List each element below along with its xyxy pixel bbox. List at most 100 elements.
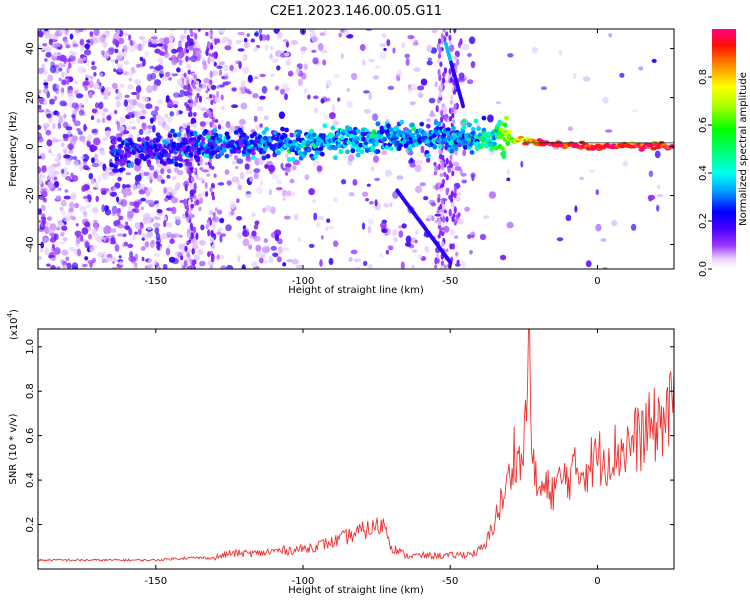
- noise-blob: [348, 192, 355, 197]
- scale-factor-label: (x104): [6, 309, 20, 340]
- noise-blob: [104, 87, 111, 91]
- noise-blob: [85, 198, 89, 203]
- noise-blob: [84, 241, 90, 249]
- noise-blob: [141, 122, 147, 131]
- noise-blob: [333, 197, 338, 202]
- noise-blob: [42, 79, 49, 83]
- noise-blob: [469, 250, 473, 255]
- ridge-point: [463, 145, 468, 150]
- noise-blob: [483, 215, 490, 219]
- noise-blob: [363, 108, 372, 114]
- noise-blob: [585, 260, 592, 268]
- column-blob: [436, 258, 440, 264]
- noise-blob: [166, 174, 171, 179]
- column-blob: [452, 90, 456, 95]
- noise-blob: [84, 87, 88, 91]
- noise-blob: [53, 95, 58, 101]
- noise-blob: [292, 165, 297, 171]
- noise-blob: [565, 214, 572, 221]
- column-blob: [184, 245, 188, 252]
- ridge-point: [194, 142, 199, 148]
- column-blob: [442, 215, 446, 224]
- noise-blob: [171, 176, 177, 181]
- column-blob: [187, 99, 191, 104]
- noise-blob: [101, 204, 105, 213]
- noise-blob: [270, 245, 277, 251]
- ridge-point: [347, 126, 353, 132]
- noise-blob: [56, 111, 60, 117]
- noise-blob: [146, 85, 153, 94]
- column-blob: [209, 121, 213, 128]
- ridge-point: [126, 153, 132, 158]
- noise-blob: [348, 154, 355, 162]
- column-blob: [438, 148, 442, 156]
- noise-blob: [72, 156, 78, 160]
- noise-blob: [320, 49, 328, 54]
- noise-blob: [99, 34, 106, 43]
- ridge-point: [212, 128, 218, 134]
- noise-blob: [93, 137, 101, 146]
- noise-blob: [224, 72, 229, 80]
- column-blob: [189, 111, 193, 117]
- noise-blob: [153, 253, 160, 257]
- ridge-point: [282, 133, 288, 139]
- noise-blob: [85, 167, 91, 171]
- ridge-point: [154, 147, 160, 153]
- noise-blob: [134, 262, 138, 267]
- noise-blob: [60, 142, 65, 147]
- ridge-point: [375, 121, 381, 127]
- noise-blob: [420, 145, 425, 154]
- noise-blob: [434, 213, 442, 217]
- column-blob: [217, 124, 221, 130]
- column-blob: [214, 96, 218, 103]
- noise-blob: [152, 222, 161, 228]
- noise-blob: [71, 262, 79, 269]
- noise-blob: [393, 237, 398, 243]
- noise-blob: [236, 198, 240, 203]
- column-blob: [180, 255, 184, 261]
- noise-blob: [197, 105, 202, 110]
- noise-blob: [146, 265, 152, 269]
- noise-blob: [155, 202, 160, 211]
- noise-blob: [405, 58, 410, 66]
- noise-blob: [83, 81, 90, 86]
- noise-blob: [112, 186, 117, 192]
- ridge-point: [146, 159, 152, 165]
- column-blob: [195, 232, 199, 240]
- noise-blob: [110, 58, 116, 63]
- noise-blob: [78, 163, 84, 172]
- ridge-point: [379, 125, 385, 131]
- noise-blob: [434, 219, 438, 224]
- noise-blob: [45, 52, 52, 58]
- noise-blob: [103, 94, 109, 100]
- noise-blob: [249, 176, 254, 182]
- noise-blob: [92, 162, 99, 168]
- noise-blob: [78, 109, 85, 116]
- noise-blob: [111, 82, 118, 89]
- noise-blob: [109, 228, 116, 233]
- ridge-point: [425, 123, 431, 129]
- column-blob: [436, 209, 440, 215]
- noise-blob: [156, 99, 164, 105]
- noise-blob: [102, 41, 108, 48]
- noise-blob: [58, 29, 65, 34]
- column-blob: [439, 84, 443, 91]
- noise-blob: [622, 160, 628, 167]
- column-blob: [197, 29, 201, 32]
- ridge-point: [118, 143, 124, 149]
- ridge-point: [251, 155, 256, 160]
- noise-blob: [148, 199, 154, 204]
- column-blob: [213, 61, 217, 67]
- noise-blob: [367, 225, 372, 234]
- noise-blob: [151, 124, 156, 133]
- noise-blob: [294, 213, 299, 221]
- noise-blob: [90, 145, 98, 151]
- noise-blob: [426, 157, 431, 163]
- noise-blob: [61, 79, 67, 86]
- noise-blob: [106, 115, 112, 121]
- ridge-point: [260, 139, 266, 145]
- column-blob: [193, 122, 197, 129]
- ridge-point: [200, 136, 206, 142]
- noise-blob: [588, 169, 596, 173]
- noise-blob: [259, 257, 264, 264]
